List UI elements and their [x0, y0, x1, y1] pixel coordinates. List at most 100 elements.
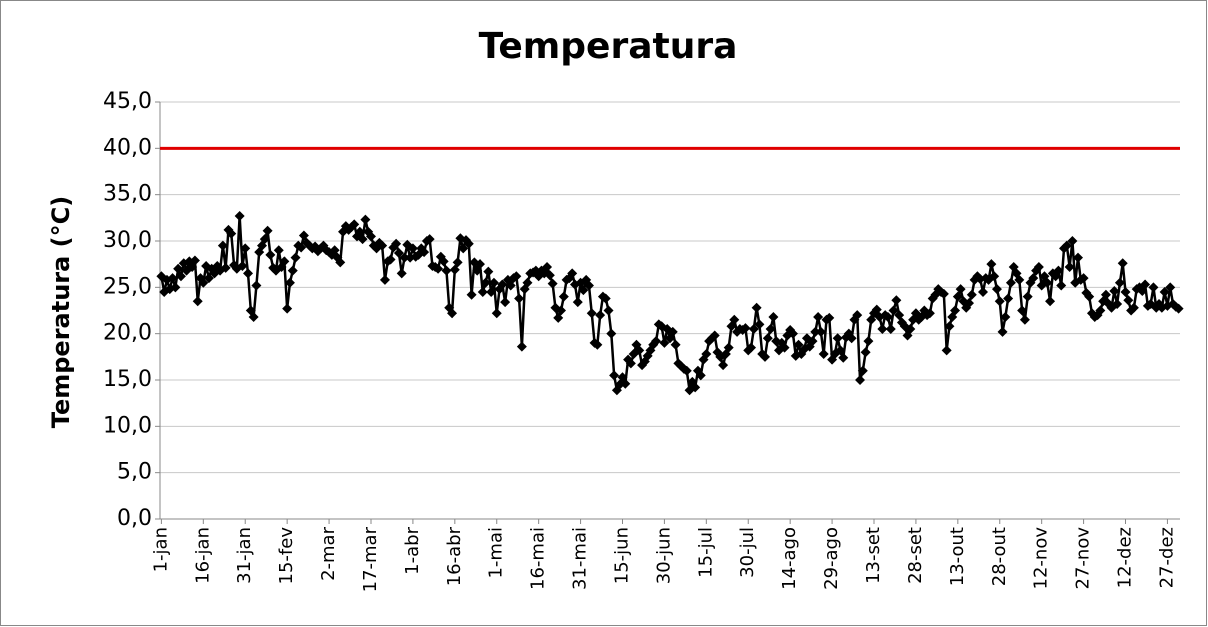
data-point — [497, 279, 508, 290]
y-tick-label: 45,0 — [103, 89, 152, 114]
y-tick-label: 20,0 — [103, 321, 152, 346]
data-point — [500, 297, 511, 308]
data-point — [723, 342, 734, 353]
data-point — [1022, 291, 1033, 302]
data-point — [748, 324, 759, 335]
data-point — [882, 311, 893, 322]
data-point — [1109, 286, 1120, 297]
x-tick-label: 30-jun — [653, 527, 674, 584]
data-point — [1056, 280, 1067, 291]
data-point — [424, 234, 435, 245]
data-point — [377, 240, 388, 251]
data-point — [282, 303, 293, 314]
data-point — [1014, 274, 1025, 285]
x-tick-label: 12-dez — [1115, 527, 1136, 588]
data-point — [407, 243, 418, 254]
data-point — [592, 339, 603, 350]
data-point — [522, 277, 533, 288]
x-tick-label: 27-nov — [1073, 527, 1094, 590]
data-point — [620, 378, 631, 389]
data-point — [578, 285, 589, 296]
data-point — [950, 305, 961, 316]
data-point — [955, 284, 966, 295]
data-point — [924, 308, 935, 319]
data-point — [871, 304, 882, 315]
data-point — [385, 254, 396, 265]
data-point — [885, 324, 896, 335]
data-point — [586, 308, 597, 319]
data-point — [838, 352, 849, 363]
data-point — [905, 324, 916, 335]
data-point — [768, 311, 779, 322]
data-point — [807, 336, 818, 347]
data-point — [760, 351, 771, 362]
data-point — [505, 280, 516, 291]
x-tick-label: 27-dez — [1156, 527, 1177, 588]
data-point — [237, 261, 248, 272]
data-point — [572, 297, 583, 308]
x-tick-label: 16-mai — [528, 527, 549, 590]
x-tick-label: 17-mar — [360, 526, 381, 592]
data-point — [220, 262, 231, 273]
data-point — [1033, 261, 1044, 272]
data-point — [1165, 282, 1176, 293]
data-point — [852, 310, 863, 321]
y-tick-label: 30,0 — [103, 228, 152, 253]
data-point — [857, 365, 868, 376]
data-point — [474, 259, 485, 270]
data-point — [290, 252, 301, 263]
data-point — [1140, 279, 1151, 290]
data-point — [746, 342, 757, 353]
data-point — [938, 288, 949, 299]
x-tick-label: 12-nov — [1031, 527, 1052, 590]
data-point — [986, 259, 997, 270]
x-tick-label: 15-fev — [276, 527, 297, 585]
data-point — [463, 238, 474, 249]
data-point — [681, 365, 692, 376]
data-point — [810, 326, 821, 337]
data-point — [542, 261, 553, 272]
data-point — [262, 225, 273, 236]
data-point — [399, 252, 410, 263]
data-point — [1028, 273, 1039, 284]
data-point — [891, 295, 902, 306]
data-point — [511, 271, 522, 282]
data-point — [1084, 291, 1095, 302]
data-point — [718, 360, 729, 371]
data-point — [452, 257, 463, 268]
data-point — [997, 326, 1008, 337]
data-point — [729, 314, 740, 325]
data-point — [1173, 303, 1184, 314]
data-point — [667, 326, 678, 337]
data-point — [595, 310, 606, 321]
data-point — [1128, 302, 1139, 313]
data-point — [1100, 289, 1111, 300]
data-point — [251, 280, 262, 291]
data-point — [488, 277, 499, 288]
data-point — [284, 277, 295, 288]
data-point — [558, 291, 569, 302]
x-tick-label: 1-mai — [486, 527, 507, 579]
data-point — [863, 336, 874, 347]
data-point — [1159, 286, 1170, 297]
data-point — [393, 248, 404, 259]
y-tick-label: 15,0 — [103, 367, 152, 392]
data-point — [240, 243, 251, 254]
data-point — [762, 333, 773, 344]
data-point — [991, 284, 1002, 295]
y-axis-label: Temperatura (°C) — [47, 196, 75, 428]
data-point — [1017, 305, 1028, 316]
data-point — [273, 245, 284, 256]
data-point — [846, 333, 857, 344]
data-point — [964, 298, 975, 309]
data-point — [396, 268, 407, 279]
data-point — [793, 339, 804, 350]
data-point — [544, 270, 555, 281]
data-point — [175, 271, 186, 282]
data-point — [298, 230, 309, 241]
data-point — [1000, 311, 1011, 322]
data-point — [888, 305, 899, 316]
data-point — [835, 345, 846, 356]
data-point — [360, 214, 371, 225]
data-point — [203, 273, 214, 284]
